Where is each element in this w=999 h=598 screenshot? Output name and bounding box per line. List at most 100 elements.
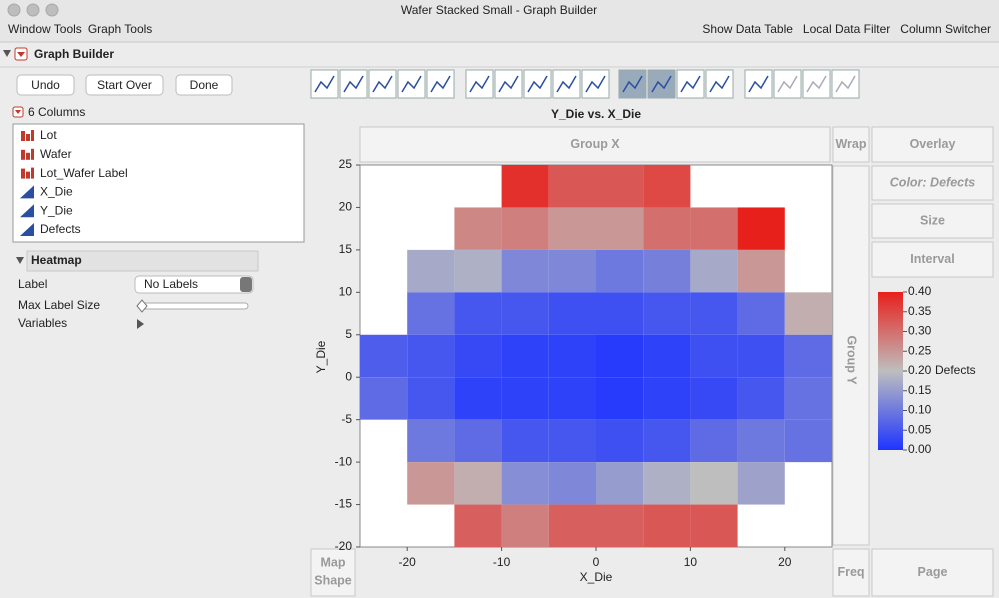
icon-glyph	[835, 75, 856, 93]
continuous-icon	[20, 185, 34, 199]
drop-zone-label[interactable]: Map	[321, 555, 346, 569]
icon-glyph	[777, 75, 798, 93]
drop-zone[interactable]	[832, 126, 870, 163]
heatmap-cell	[784, 334, 832, 378]
heatmap-cell	[596, 207, 644, 250]
toolbar-icon[interactable]	[426, 69, 455, 99]
toolbar-icon[interactable]	[552, 69, 581, 99]
drop-zone-label[interactable]: Group X	[570, 137, 620, 151]
heatmap-cell	[454, 462, 502, 505]
heatmap-cell	[643, 207, 691, 250]
window-button[interactable]	[45, 3, 59, 17]
menu-item[interactable]: Window Tools	[8, 22, 82, 36]
toolbar-icon[interactable]	[581, 69, 610, 99]
drop-zone-label[interactable]: Wrap	[835, 137, 866, 151]
drop-zone[interactable]	[871, 548, 994, 597]
color-scale	[878, 292, 903, 450]
drop-zone[interactable]	[310, 548, 356, 597]
heatmap-cell	[596, 334, 644, 378]
menu-item[interactable]: Local Data Filter	[803, 22, 890, 36]
toolbar-icon[interactable]	[368, 69, 397, 99]
toolbar-icon[interactable]	[523, 69, 552, 99]
drop-zone[interactable]	[832, 165, 870, 546]
drop-zone[interactable]	[359, 126, 831, 163]
heatmap-cell	[548, 207, 596, 250]
menu-item[interactable]: Graph Tools	[88, 22, 152, 36]
drop-zone-label[interactable]: Group Y	[845, 335, 859, 385]
disclosure[interactable]	[3, 50, 11, 57]
drop-zone[interactable]	[871, 165, 994, 201]
heatmap-cell	[454, 334, 502, 378]
disclosure[interactable]	[16, 257, 24, 264]
heatmap-cell	[407, 377, 455, 420]
toolbar-icon[interactable]	[465, 69, 494, 99]
icon-glyph	[806, 75, 827, 93]
red-menu-arrow	[17, 52, 25, 57]
icon-glyph	[314, 75, 335, 93]
drop-zone[interactable]	[871, 126, 994, 163]
heatmap-cell	[454, 419, 502, 463]
heatmap-cell	[407, 419, 455, 463]
drop-zone[interactable]	[871, 241, 994, 278]
toolbar-icon[interactable]	[676, 69, 705, 99]
legend-tick-label: 0.30	[908, 324, 932, 338]
toolbar-icon[interactable]	[744, 69, 773, 99]
column-name[interactable]: Defects	[40, 222, 81, 236]
column-name[interactable]: Y_Die	[40, 203, 73, 217]
drop-zone[interactable]	[871, 203, 994, 239]
heatmap-cell	[407, 462, 455, 505]
column-name[interactable]: X_Die	[40, 185, 73, 199]
window-button[interactable]	[26, 3, 40, 17]
toolbar-icon[interactable]	[802, 69, 831, 99]
drop-zone-label[interactable]: Size	[920, 213, 945, 227]
menu-item[interactable]: Column Switcher	[900, 22, 991, 36]
chart-title: Y_Die vs. X_Die	[551, 107, 641, 121]
toolbar-icon[interactable]	[618, 69, 647, 99]
y-tick-label: 10	[339, 285, 353, 299]
dropdown-value[interactable]: No Labels	[144, 277, 198, 291]
icon-glyph	[651, 75, 672, 93]
heatmap-cell	[737, 292, 785, 335]
heatmap-cell	[784, 377, 832, 420]
button[interactable]	[175, 74, 233, 96]
dropdown-arrow	[240, 277, 252, 292]
drop-zone-label[interactable]: Color: Defects	[890, 175, 975, 189]
toolbar-icon[interactable]	[397, 69, 426, 99]
icon-glyph	[527, 75, 548, 93]
button-label[interactable]: Undo	[31, 78, 60, 92]
drop-zone-label[interactable]: Overlay	[910, 137, 956, 151]
slider-track[interactable]	[139, 302, 249, 310]
expand-arrow[interactable]	[137, 319, 144, 329]
legend-tick-label: 0.35	[908, 304, 932, 318]
drop-zone-label[interactable]: Page	[918, 565, 948, 579]
menu-item[interactable]: Show Data Table	[702, 22, 793, 36]
toolbar-icon[interactable]	[310, 69, 339, 99]
button-label[interactable]: Start Over	[97, 78, 152, 92]
heatmap-cell	[596, 249, 644, 293]
y-tick-label: 0	[345, 369, 352, 383]
toolbar-icon[interactable]	[773, 69, 802, 99]
heatmap-cell	[596, 292, 644, 335]
toolbar-icon[interactable]	[339, 69, 368, 99]
toolbar-icon[interactable]	[647, 69, 676, 99]
window-button[interactable]	[7, 3, 21, 17]
column-name[interactable]: Lot_Wafer Label	[40, 166, 128, 180]
heatmap-cell	[643, 249, 691, 293]
title-bar	[0, 0, 999, 42]
button[interactable]	[16, 74, 75, 96]
drop-zone[interactable]	[832, 548, 870, 597]
drop-zone-label[interactable]: Freq	[837, 565, 864, 579]
column-name[interactable]: Wafer	[40, 147, 72, 161]
dropdown[interactable]	[134, 275, 254, 294]
slider-thumb[interactable]	[136, 299, 148, 313]
toolbar-icon[interactable]	[705, 69, 734, 99]
drop-zone-label[interactable]: Shape	[314, 573, 352, 587]
column-name[interactable]: Lot	[40, 128, 57, 142]
toolbar-icon[interactable]	[831, 69, 860, 99]
heatmap-cell	[548, 165, 596, 208]
button-label[interactable]: Done	[190, 78, 219, 92]
toolbar-icon[interactable]	[494, 69, 523, 99]
drop-zone-label[interactable]: Interval	[910, 252, 954, 266]
button[interactable]	[85, 74, 164, 96]
